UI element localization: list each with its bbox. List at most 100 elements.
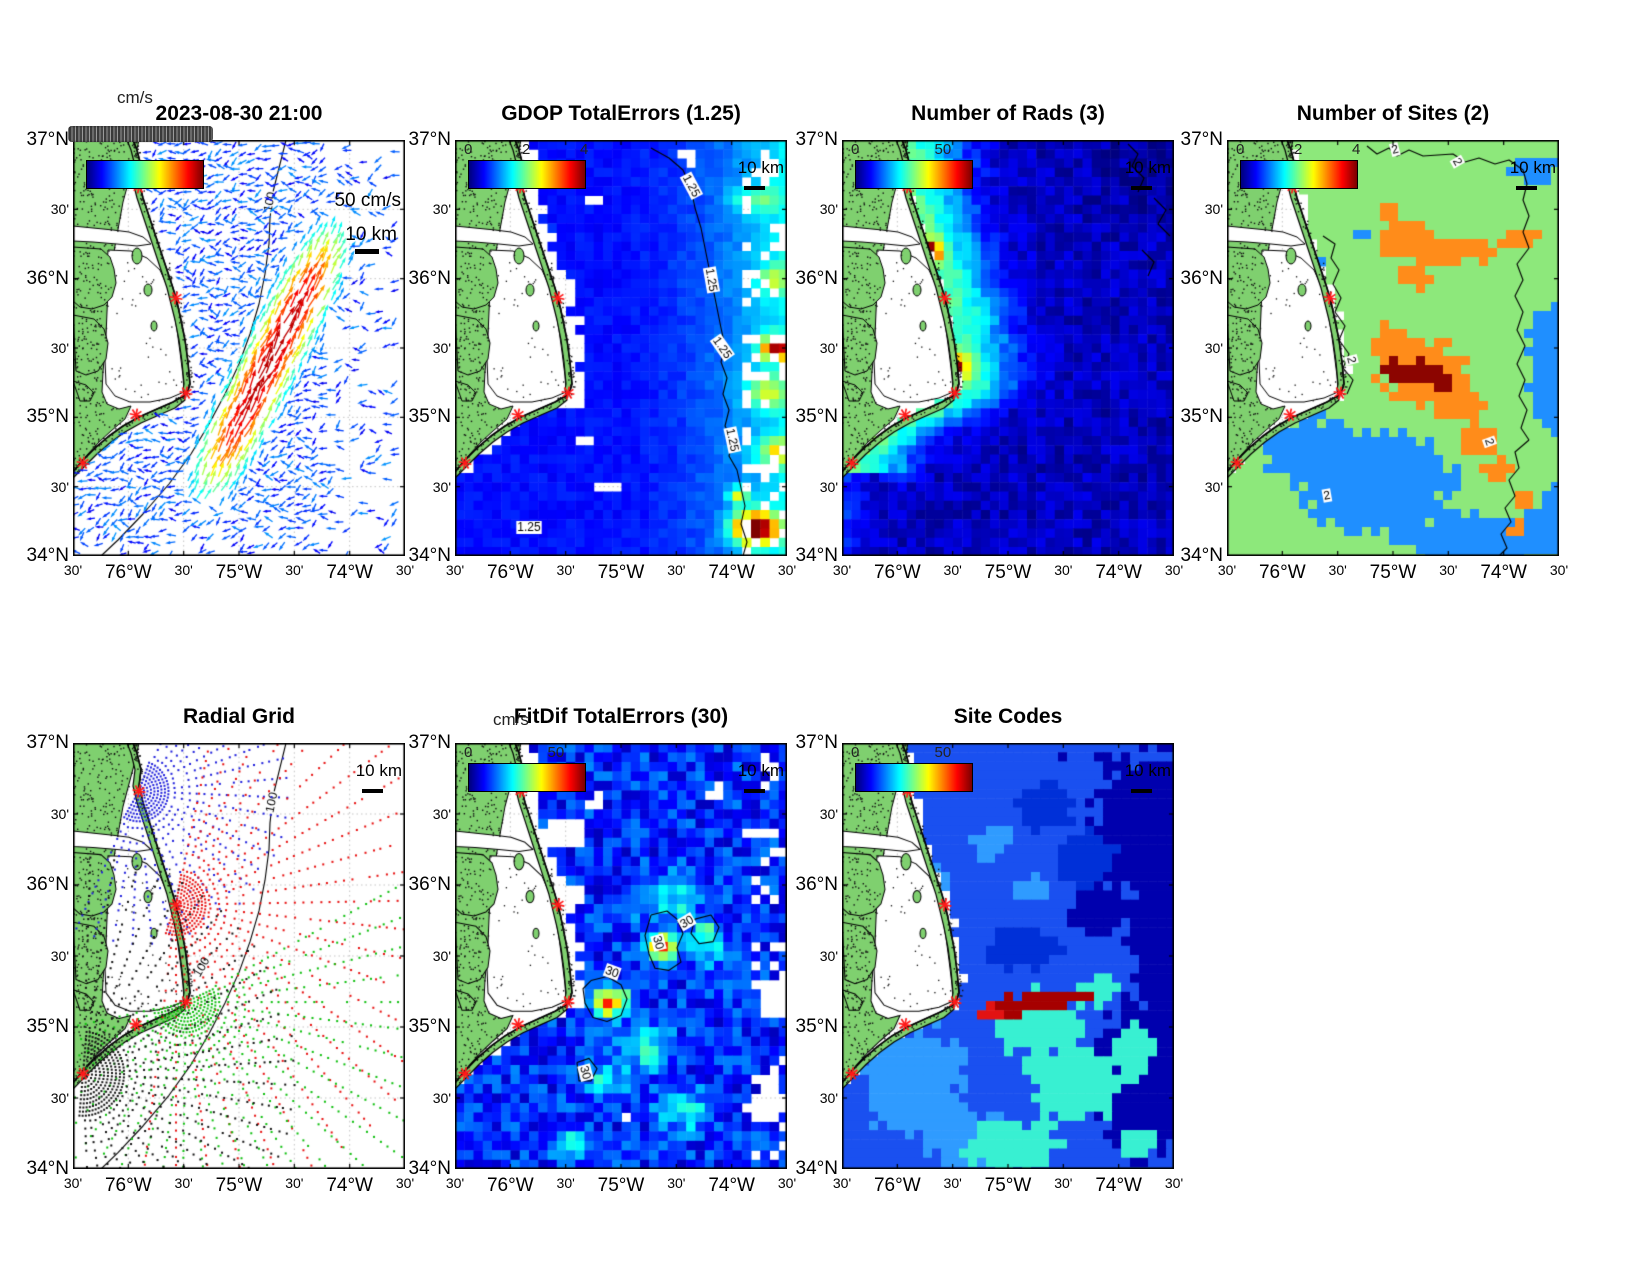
y-axis-tick-label: 37°N [795, 129, 838, 150]
y-axis-tick-label: 36°N [795, 874, 838, 895]
map-canvas [455, 140, 787, 556]
x-axis-tick-label: 30' [395, 1175, 415, 1191]
panel-title: Radial Grid [182, 705, 296, 728]
y-axis-tick-label: 34°N [26, 1158, 69, 1179]
x-axis-tick-label: 30' [1054, 1175, 1073, 1191]
x-axis-tick-label: 76°W [1258, 562, 1306, 583]
y-axis-tick-label: 30' [819, 948, 838, 964]
y-axis-tick-label: 35°N [26, 406, 69, 428]
x-axis-tick-label: 75°W [597, 1175, 645, 1196]
x-axis-tick-label: 30' [943, 1175, 962, 1191]
x-axis-tick-label: 30' [1328, 562, 1347, 578]
panel-title: 2023-08-30 21:00 [155, 102, 323, 125]
map-canvas [455, 743, 787, 1169]
km-scale-bar [1131, 789, 1152, 793]
x-axis-tick-label: 76°W [873, 562, 921, 583]
x-axis-tick-label: 74°W [708, 562, 755, 583]
x-axis-tick-label: 30' [174, 562, 193, 578]
y-axis-tick-label: 30' [819, 340, 838, 356]
panel-fitdif-total-errors: FitDif TotalErrors (30) cm/s 37°N 30' 36°N… [409, 705, 797, 1196]
y-axis-tick-label: 30' [1204, 201, 1223, 218]
y-axis-tick-label: 30' [432, 478, 451, 495]
x-axis-tick-label: 30' [832, 562, 852, 578]
map-canvas [1227, 140, 1559, 556]
x-axis-tick-label: 30' [1549, 562, 1569, 578]
y-axis-tick-label: 36°N [1180, 267, 1223, 289]
y-axis-tick-label: 34°N [795, 1158, 838, 1179]
x-axis-tick-label: 30' [285, 562, 304, 578]
y-axis-tick-label: 30' [1204, 478, 1223, 495]
x-axis-tick-label: 30' [63, 562, 83, 578]
y-axis-tick-label: 37°N [795, 732, 838, 753]
colorbar-units-label: cm/s [117, 88, 153, 107]
y-axis-tick-label: 36°N [26, 874, 69, 895]
x-axis-tick-label: 76°W [486, 1175, 534, 1196]
colorbar [855, 763, 973, 792]
y-axis-tick-label: 35°N [1180, 406, 1223, 428]
x-axis-tick-label: 74°W [708, 1175, 755, 1196]
y-axis-tick-label: 36°N [408, 267, 451, 289]
y-axis-tick-label: 36°N [795, 267, 838, 289]
panel-title: GDOP TotalErrors (1.25) [501, 102, 741, 125]
panel-site-codes: Site Codes 37°N 30' 36°N 30' 35°N 30' 34°N 30' 7… [796, 705, 1184, 1196]
y-axis-tick-label: 37°N [408, 732, 451, 753]
x-axis-tick-label: 76°W [104, 1175, 152, 1196]
y-axis-tick-label: 34°N [26, 545, 69, 566]
y-axis-tick-label: 34°N [408, 1158, 451, 1179]
x-axis-tick-label: 75°W [215, 562, 263, 583]
x-axis-tick-label: 30' [174, 1175, 193, 1191]
y-axis-tick-label: 35°N [795, 1016, 838, 1037]
colorbar-tick-label: 50 [934, 744, 952, 761]
panel-radial-grid: Radial Grid 37°N 30' 36°N 30' 35°N 30' 34°N 30'… [27, 705, 415, 1196]
y-axis-tick-label: 30' [432, 340, 451, 356]
colorbar-tick-label: 0 [464, 141, 473, 158]
colorbar [1240, 160, 1358, 189]
colorbar [468, 160, 586, 189]
map-canvas [842, 140, 1174, 556]
x-axis-tick-label: 74°W [326, 1175, 373, 1196]
km-scale-bar [744, 186, 765, 190]
km-scale-bar [355, 249, 379, 254]
km-scale-label: 10 km [355, 761, 402, 780]
km-scale-label: 10 km [1509, 158, 1556, 177]
y-axis-tick-label: 30' [819, 478, 838, 495]
map-canvas [842, 743, 1174, 1169]
x-axis-tick-label: 30' [1217, 562, 1237, 578]
panel-title: FitDif TotalErrors (30) [513, 705, 729, 728]
y-axis-tick-label: 37°N [26, 732, 69, 753]
colorbar-tick-label: 4 [1352, 141, 1361, 158]
panel-title: Number of Sites (2) [1296, 102, 1490, 125]
x-axis-tick-label: 75°W [984, 562, 1032, 583]
x-axis-tick-label: 74°W [326, 562, 373, 583]
y-axis-tick-label: 30' [50, 806, 69, 822]
panel-number-of-sites: Number of Sites (2) 37°N 30' 36°N 30' 35°N 30… [1181, 102, 1569, 583]
colorbar-tick-label: 2 [522, 141, 531, 158]
y-axis-tick-label: 30' [432, 948, 451, 964]
panel-surface-currents: 2023-08-30 21:00 cm/s 37°N 30' 36°N 30' 35°N… [27, 88, 415, 583]
y-axis-tick-label: 35°N [795, 406, 838, 428]
vector-scale-label: 50 cm/s [334, 190, 401, 211]
colorbar-tick-label: 0 [464, 744, 473, 761]
x-axis-tick-label: 30' [943, 562, 962, 578]
y-axis-tick-label: 30' [432, 1090, 451, 1106]
x-axis-tick-label: 74°W [1095, 1175, 1142, 1196]
km-scale-bar [1516, 186, 1537, 190]
x-axis-tick-label: 76°W [486, 562, 534, 583]
y-axis-tick-label: 37°N [408, 129, 451, 150]
colorbar-tick-label: 0 [851, 744, 860, 761]
y-axis-tick-label: 30' [819, 201, 838, 218]
y-axis-tick-label: 30' [819, 1090, 838, 1106]
km-scale-label: 10 km [1124, 761, 1171, 780]
x-axis-tick-label: 30' [777, 1175, 797, 1191]
x-axis-tick-label: 75°W [984, 1175, 1032, 1196]
y-axis-tick-label: 35°N [26, 1016, 69, 1037]
y-axis-tick-label: 34°N [408, 545, 451, 566]
x-axis-tick-label: 74°W [1095, 562, 1142, 583]
colorbar-tick-label: 50 [547, 744, 565, 761]
x-axis-tick-label: 76°W [873, 1175, 921, 1196]
map-canvas [73, 140, 405, 556]
x-axis-tick-label: 75°W [215, 1175, 263, 1196]
colorbar-units-label: cm/s [493, 710, 529, 729]
colorbar-tick-label: 0 [851, 141, 860, 158]
